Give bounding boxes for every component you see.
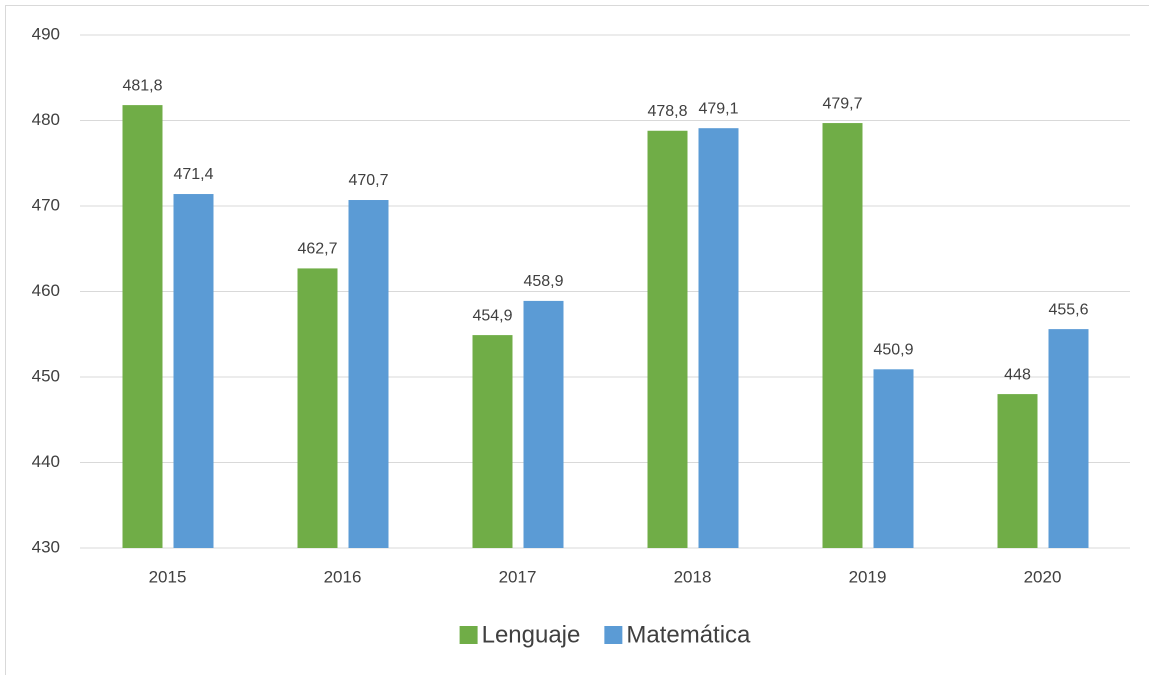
data-label: 450,9 <box>873 342 913 359</box>
x-tick-label: 2019 <box>849 567 887 586</box>
data-label: 478,8 <box>647 103 687 120</box>
bar <box>1048 329 1089 548</box>
bar <box>698 128 739 548</box>
bar <box>822 123 863 548</box>
bar <box>873 369 914 548</box>
bar <box>348 200 389 548</box>
data-label: 455,6 <box>1048 301 1088 318</box>
bar <box>173 194 214 548</box>
data-label: 470,7 <box>348 172 388 189</box>
bar <box>122 105 163 549</box>
x-tick-label: 2017 <box>499 567 537 586</box>
data-label: 471,4 <box>173 166 213 183</box>
y-tick-label: 490 <box>32 24 60 43</box>
x-tick-label: 2015 <box>149 567 187 586</box>
y-tick-label: 460 <box>32 281 60 300</box>
y-tick-label: 470 <box>32 195 60 214</box>
y-tick-label: 450 <box>32 366 60 385</box>
y-tick-label: 480 <box>32 110 60 129</box>
legend-swatch <box>604 626 623 644</box>
data-label: 462,7 <box>297 241 337 258</box>
data-label: 454,9 <box>472 307 512 324</box>
bar <box>647 130 688 548</box>
bar <box>997 394 1038 548</box>
x-tick-label: 2016 <box>324 567 362 586</box>
x-tick-label: 2020 <box>1024 567 1062 586</box>
bar <box>297 268 338 548</box>
y-tick-label: 440 <box>32 452 60 471</box>
x-tick-label: 2018 <box>674 567 712 586</box>
data-label: 479,7 <box>822 95 862 112</box>
legend-swatch <box>459 626 478 644</box>
bar <box>472 335 513 548</box>
data-label: 479,1 <box>698 100 738 117</box>
legend-label: Lenguaje <box>482 621 581 648</box>
legend-label: Matemática <box>626 621 751 648</box>
data-label: 481,8 <box>122 77 162 94</box>
data-label: 458,9 <box>523 273 563 290</box>
bar <box>523 300 564 548</box>
y-tick-label: 430 <box>32 537 60 556</box>
data-label: 448 <box>1004 366 1031 383</box>
